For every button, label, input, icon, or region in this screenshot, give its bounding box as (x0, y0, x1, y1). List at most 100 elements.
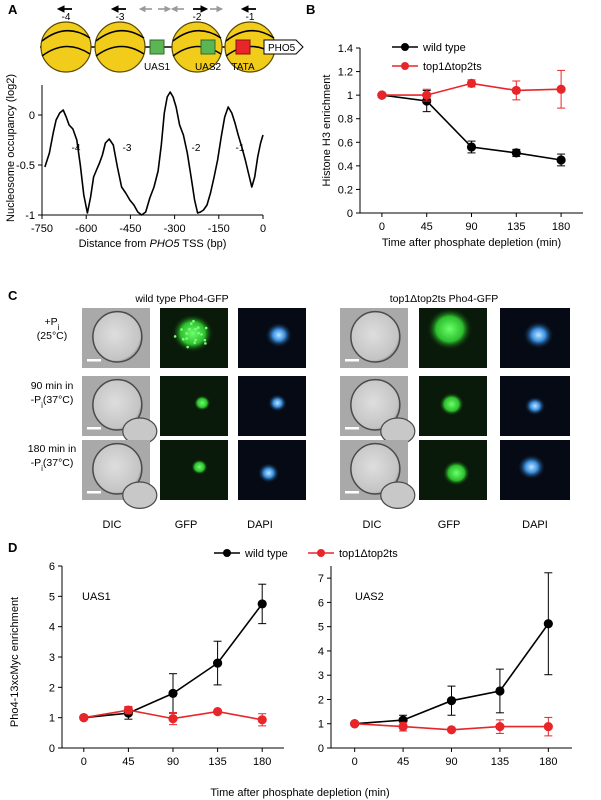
gfp-signal (439, 392, 464, 416)
y-tick-label: 0.6 (338, 137, 353, 149)
profile-label--3: -3 (123, 143, 132, 154)
gfp-speckle (185, 337, 188, 340)
y-tick-label: 1 (347, 90, 353, 102)
y-tick-label: 7 (318, 573, 324, 585)
chart-a-nucleosome-profile: -750 -600 -450 -300 -150 0 0 -0.5 -1 Distance fro… (5, 74, 266, 250)
gfp-signal (442, 460, 470, 486)
dapi-signal (267, 394, 287, 412)
y-tick-label: -0.5 (16, 160, 35, 172)
data-point (257, 599, 267, 609)
micrograph-mut-dapi (500, 308, 570, 368)
y-tick-label: 5 (49, 591, 55, 603)
legend-wild-type: wild type (244, 548, 288, 560)
y-tick-label: 1 (318, 719, 324, 731)
y-tick-label: 0.4 (338, 161, 353, 173)
micrograph-wt-gfp (160, 440, 228, 500)
condition-line1: +P (45, 316, 58, 328)
condition-label-pi: +Pi (25°C) (37, 316, 67, 342)
data-point (556, 155, 566, 165)
cell-outline (92, 310, 143, 363)
micrograph-wt-dapi (238, 440, 306, 500)
data-point (212, 707, 223, 717)
data-point (257, 715, 267, 725)
profile-label--1: -1 (236, 143, 245, 154)
column-label-dic: DIC (363, 519, 382, 531)
data-point (446, 725, 457, 735)
occupancy-line (44, 91, 264, 216)
column-label-gfp: GFP (438, 519, 461, 531)
condition-pre: -P (31, 394, 42, 406)
x-tick-label: 180 (539, 756, 557, 768)
d-y-axis-label: Pho4-13xcMyc enrichment (9, 597, 21, 727)
x-tick-label: -300 (164, 223, 186, 235)
gfp-speckle (196, 326, 200, 329)
scale-bar (87, 427, 101, 430)
wt-pho4-gfp-title: wild type Pho4-GFP (134, 293, 228, 305)
legend-top1-top2ts: top1Δtop2ts (339, 548, 398, 560)
x-tick-label: 90 (445, 756, 457, 768)
svg-text:-Pi(37°C): -Pi(37°C) (31, 457, 74, 473)
x-tick-label: -150 (208, 223, 230, 235)
profile-label--4: -4 (72, 143, 81, 154)
y-tick-label: 3 (49, 652, 55, 664)
tata-label: TATA (231, 62, 255, 73)
data-point (350, 719, 360, 729)
gfp-speckle (203, 338, 207, 342)
chart-title: UAS2 (355, 591, 384, 603)
x-tick-label: 0 (352, 756, 358, 768)
x-tick-label: -450 (119, 223, 141, 235)
x-tick-label: -600 (75, 223, 97, 235)
gfp-speckle (173, 335, 177, 338)
data-point (212, 658, 223, 668)
micrograph-mut-gfp (419, 440, 487, 500)
y-tick-label: 2 (49, 682, 55, 694)
y-tick-label: 1.2 (338, 67, 353, 79)
y-tick-label: 6 (49, 561, 55, 573)
micrograph-mut-gfp (419, 376, 487, 436)
nucleosome-label: -4 (62, 12, 71, 23)
x-tick-label: 90 (167, 756, 179, 768)
mut-pho4-gfp-title: top1Δtop2ts Pho4-GFP (390, 293, 499, 305)
nucleosome--3: -3 (94, 12, 146, 73)
y-tick-label: 5 (318, 622, 324, 634)
y-tick-label: 4 (49, 622, 55, 634)
data-point (466, 142, 477, 152)
column-label-dapi: DAPI (247, 519, 273, 531)
micrograph-wt-dic (82, 376, 158, 445)
scale-bar (345, 427, 359, 430)
panel-label-b: B (306, 2, 315, 17)
condition-label-90min: 90 min in -Pi(37°C) (31, 380, 74, 410)
uas2-label: UAS2 (195, 62, 222, 73)
y-tick-label: 0 (347, 208, 353, 220)
neighbor-cell (380, 481, 416, 509)
scale-bar (345, 359, 359, 362)
y-tick-label: -1 (25, 210, 35, 222)
y-tick-label: 1.4 (338, 43, 353, 55)
nucleosome-label: -3 (116, 12, 125, 23)
x-tick-label: 90 (465, 221, 477, 233)
x-tick-label: 0 (81, 756, 87, 768)
gfp-speckle (200, 333, 203, 336)
data-point (422, 90, 432, 100)
y-axis-label: Nucleosome occupancy (log2) (5, 74, 17, 222)
data-point (556, 84, 566, 94)
y-tick-label: 0 (29, 110, 35, 122)
micrograph-wt-dapi (238, 308, 306, 368)
x-tick-label: -750 (31, 223, 53, 235)
micrograph-wt-dapi (238, 376, 306, 436)
legend-label: wild type (422, 42, 466, 54)
legend-marker (401, 62, 409, 70)
x-tick-label: 45 (421, 221, 433, 233)
profile-label--2: -2 (192, 143, 201, 154)
condition-pre: -P (31, 457, 42, 469)
data-point (168, 688, 178, 699)
column-label-dapi: DAPI (522, 519, 548, 531)
uas1-box (149, 39, 165, 55)
data-point (446, 696, 457, 706)
data-point (123, 705, 134, 715)
y-tick-label: 0 (49, 743, 55, 755)
nucleosome-label: -1 (246, 12, 255, 23)
scale-bar (87, 491, 101, 494)
gfp-speckle (189, 322, 193, 325)
